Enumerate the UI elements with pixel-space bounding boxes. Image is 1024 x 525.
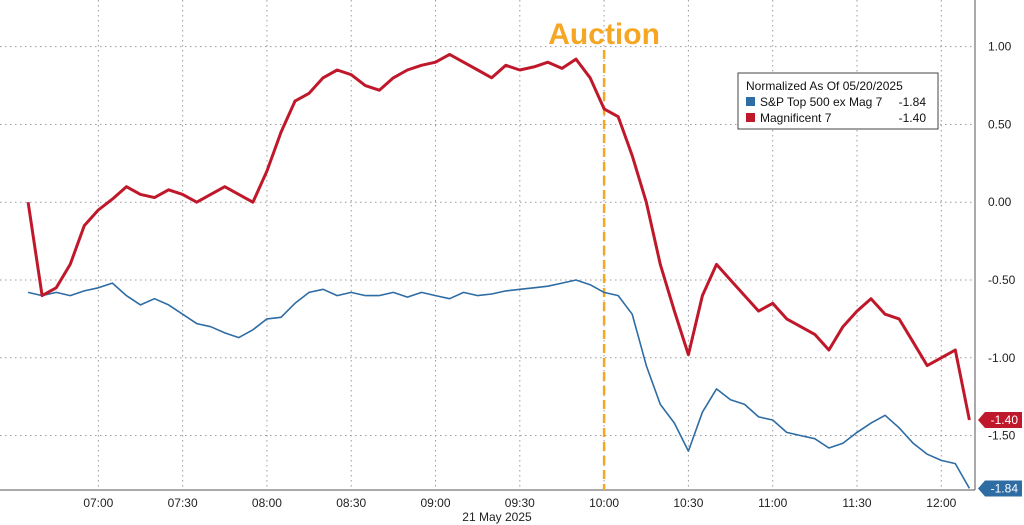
auction-label: Auction	[548, 18, 660, 51]
legend-title: Normalized As Of 05/20/2025	[746, 79, 903, 93]
y-tick-label: -1.00	[988, 351, 1016, 365]
x-tick-label: 11:00	[758, 496, 787, 510]
end-label-value: -1.84	[991, 481, 1019, 495]
series	[26, 52, 971, 489]
y-tick-labels: 1.00 0.50 0.00 -0.50 -1.00 -1.50	[988, 40, 1016, 443]
y-tick-label: 1.00	[988, 40, 1012, 54]
series-line-1	[26, 52, 971, 421]
x-tick-label: 10:00	[589, 496, 619, 510]
end-value-labels: -1.84 -1.40	[978, 412, 1022, 497]
legend-label-sp500-ex-mag7: S&P Top 500 ex Mag 7	[760, 95, 883, 109]
x-tick-labels: 07:00 07:30 08:00 08:30 09:00 09:30 10:00 10:30…	[83, 496, 956, 510]
y-tick-label: 0.00	[988, 195, 1012, 209]
x-tick-label: 09:00	[421, 496, 451, 510]
end-label-1: -1.40	[978, 412, 1022, 428]
y-tick-label: -1.50	[988, 429, 1016, 443]
legend: Normalized As Of 05/20/2025 S&P Top 500 …	[737, 72, 939, 130]
axes	[0, 0, 976, 491]
legend-label-magnificent-7: Magnificent 7	[760, 111, 832, 125]
x-tick-label: 07:00	[83, 496, 113, 510]
x-tick-label: 09:30	[505, 496, 535, 510]
legend-swatch-sp500-ex-mag7	[746, 97, 755, 106]
legend-value-sp500-ex-mag7: -1.84	[899, 95, 927, 109]
end-label-tag	[978, 480, 1022, 497]
legend-box	[737, 72, 939, 130]
x-tick-label: 11:30	[842, 496, 871, 510]
series-line-0	[27, 279, 971, 489]
end-label-value: -1.40	[991, 413, 1019, 427]
y-tick-label: 0.50	[988, 117, 1012, 131]
y-tick-label: -0.50	[988, 273, 1016, 287]
x-tick-label: 08:00	[252, 496, 282, 510]
x-tick-label: 12:00	[926, 496, 956, 510]
x-tick-label: 10:30	[673, 496, 703, 510]
end-label-tag	[978, 412, 1022, 428]
auction-annotation: Auction	[548, 18, 660, 490]
grid	[0, 0, 975, 490]
legend-swatch-magnificent-7	[746, 113, 755, 122]
x-tick-label: 07:30	[168, 496, 198, 510]
x-axis-label: 21 May 2025	[462, 510, 532, 524]
legend-value-magnificent-7: -1.40	[899, 111, 927, 125]
x-tick-label: 08:30	[336, 496, 366, 510]
end-label-0: -1.84	[978, 480, 1022, 497]
